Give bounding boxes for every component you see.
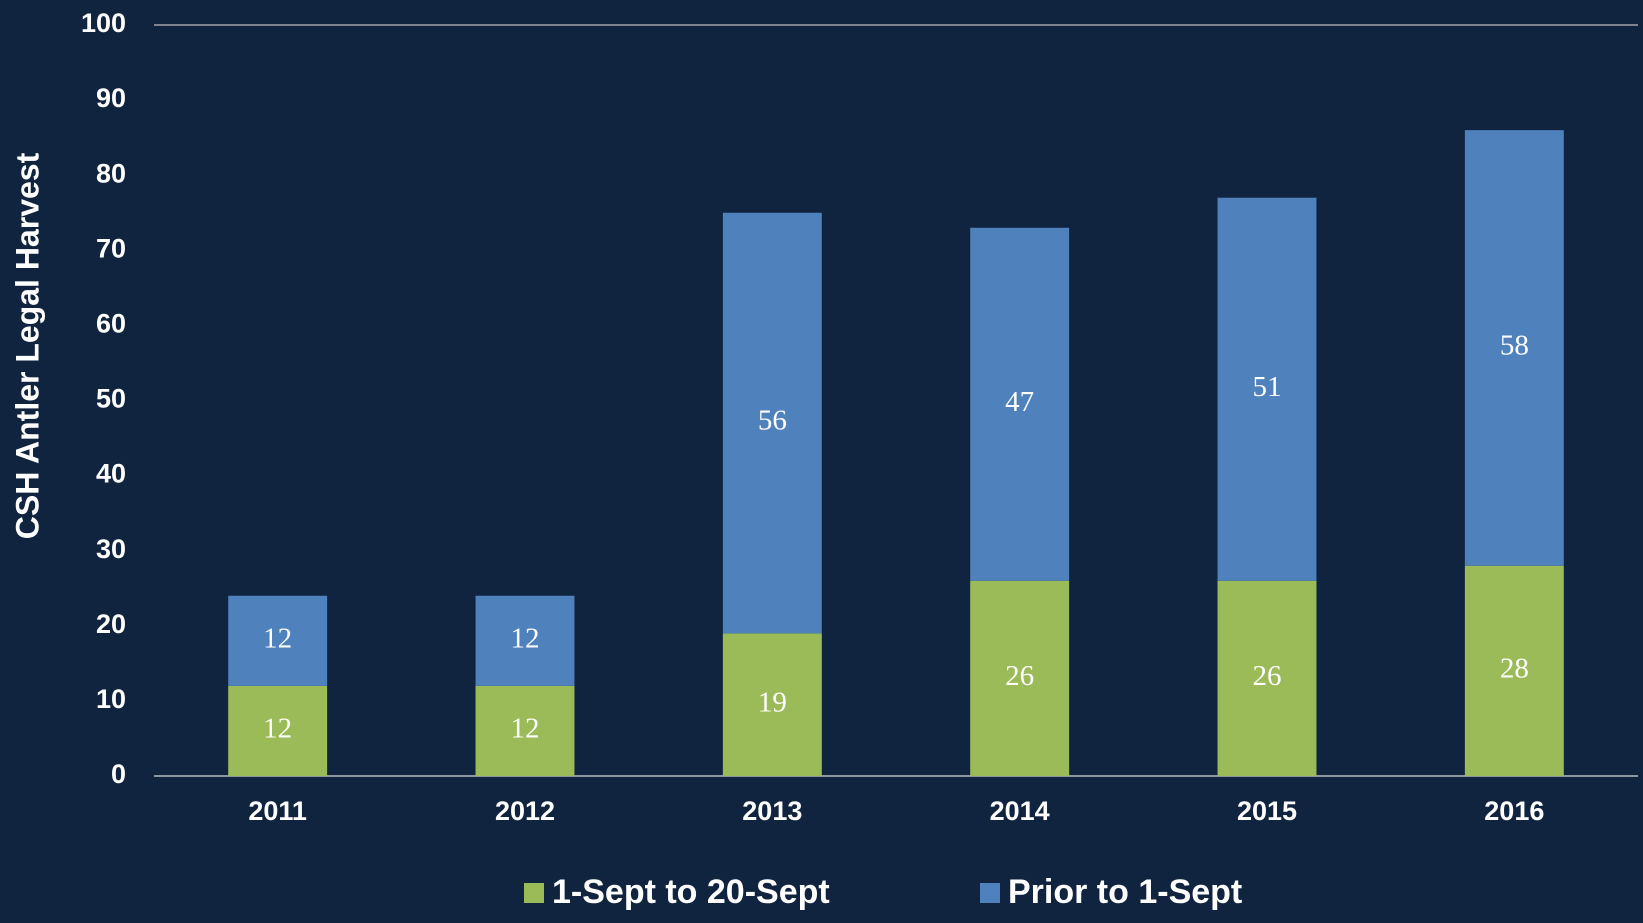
y-axis-label: CSH Antler Legal Harvest xyxy=(9,152,45,539)
bar-segment xyxy=(1217,580,1317,776)
legend-swatch xyxy=(980,883,1000,903)
bar-segment xyxy=(970,580,1070,776)
x-tick-label: 2012 xyxy=(495,796,555,826)
legend-label: 1-Sept to 20-Sept xyxy=(552,873,830,911)
y-tick-label: 20 xyxy=(96,609,126,639)
data-label: 26 xyxy=(1005,660,1034,692)
bar-segment xyxy=(722,212,822,634)
legend-label: Prior to 1-Sept xyxy=(1008,873,1242,911)
bar-segment xyxy=(1464,130,1564,566)
y-tick-label: 50 xyxy=(96,384,126,414)
legend-swatch xyxy=(524,883,544,903)
bar-segment xyxy=(722,633,822,776)
y-tick-label: 60 xyxy=(96,309,126,339)
y-tick-label: 10 xyxy=(96,684,126,714)
data-label: 12 xyxy=(263,713,292,745)
x-tick-label: 2014 xyxy=(990,796,1050,826)
data-label: 19 xyxy=(758,686,787,718)
x-tick-label: 2011 xyxy=(248,796,307,826)
bar-segment xyxy=(228,595,328,686)
y-tick-label: 80 xyxy=(96,158,126,188)
y-tick-label: 0 xyxy=(111,759,126,789)
bar-segment xyxy=(970,227,1070,581)
x-tick-label: 2015 xyxy=(1237,796,1297,826)
bar-segment xyxy=(475,685,575,776)
data-label: 58 xyxy=(1500,330,1529,362)
y-tick-label: 30 xyxy=(96,534,126,564)
bar-segment xyxy=(1217,197,1317,581)
data-label: 12 xyxy=(511,622,540,654)
data-label: 51 xyxy=(1253,371,1282,403)
data-label: 26 xyxy=(1253,660,1282,692)
data-label: 12 xyxy=(263,622,292,654)
bar-segment xyxy=(475,595,575,686)
data-label: 47 xyxy=(1005,386,1034,418)
bar-segment xyxy=(1464,565,1564,776)
data-label: 56 xyxy=(758,405,787,437)
y-tick-label: 70 xyxy=(96,233,126,263)
bar-segment xyxy=(228,685,328,776)
data-label: 28 xyxy=(1500,653,1529,685)
x-tick-label: 2013 xyxy=(742,796,802,826)
y-tick-label: 100 xyxy=(81,8,126,38)
y-tick-label: 90 xyxy=(96,83,126,113)
x-tick-label: 2016 xyxy=(1484,796,1544,826)
data-label: 12 xyxy=(511,713,540,745)
y-tick-label: 40 xyxy=(96,459,126,489)
